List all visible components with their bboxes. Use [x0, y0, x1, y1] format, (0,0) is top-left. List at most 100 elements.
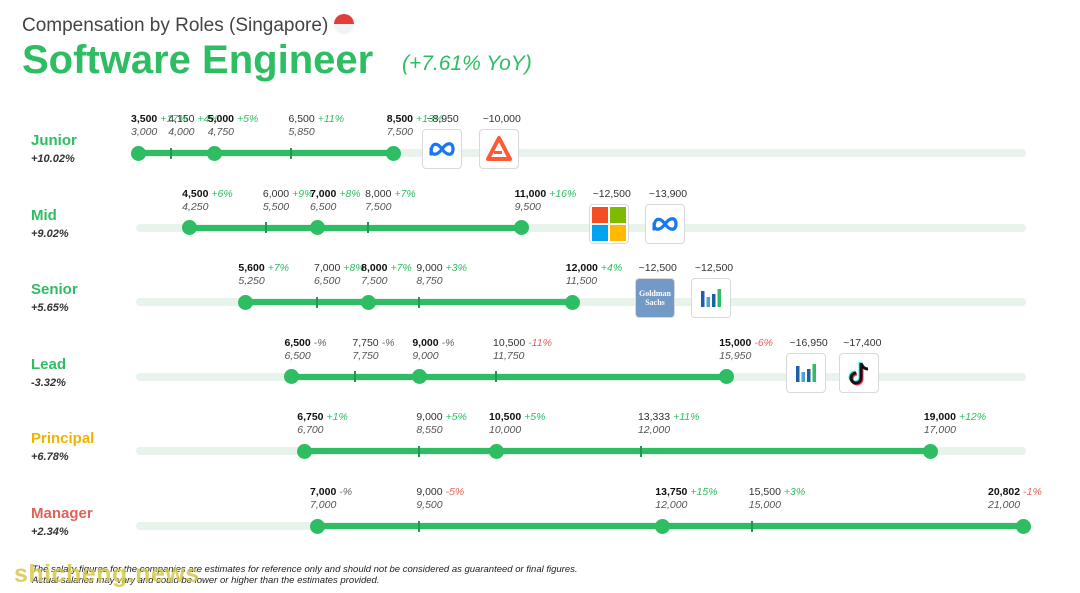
value-label: 15,000 -6% 15,950: [719, 337, 773, 363]
previous-value: 15,950: [719, 349, 752, 362]
range-bar: [304, 448, 931, 455]
tiktok-logo-icon: [839, 352, 880, 393]
data-point: [411, 369, 427, 385]
bars-logo-icon: [690, 278, 731, 319]
previous-value: 4,000: [168, 126, 195, 138]
range-bar: [317, 523, 1023, 529]
data-point: [923, 443, 939, 459]
data-point: [130, 145, 146, 161]
data-tick: [170, 147, 173, 159]
previous-value: 9,000: [412, 349, 439, 362]
change-value: +13%: [416, 113, 444, 125]
current-value: 8,500: [386, 113, 414, 125]
data-point: [654, 518, 670, 534]
change-value: +9%: [292, 187, 314, 200]
value-label: 9,000 +3% 8,750: [416, 262, 467, 288]
current-value: 10,500: [489, 411, 522, 424]
value-label: 11,000 +16% 9,500: [515, 188, 577, 214]
value-label: 4,500 +6% 4,250: [182, 188, 233, 214]
change-value: -%: [441, 336, 455, 349]
value-label: 13,750 +15% 12,000: [655, 486, 717, 512]
previous-value: 7,500: [386, 126, 414, 138]
data-point: [718, 369, 734, 385]
footnote-line-2: Actual salaries may vary and could be lo…: [32, 575, 380, 586]
value-label: 9,000 -5% 9,500: [416, 486, 464, 512]
previous-value: 10,000: [489, 424, 522, 437]
role-change: +10.02%: [31, 153, 75, 165]
current-value: 7,000: [314, 262, 341, 275]
change-value: +3%: [783, 486, 806, 498]
page-title: Software Engineer: [22, 38, 374, 82]
role-name-lead: Lead: [31, 355, 67, 373]
value-label: 8,500 +13% 7,500: [387, 113, 443, 139]
current-value: 4,150: [168, 113, 195, 125]
previous-value: 4,250: [182, 200, 209, 213]
previous-value: 5,850: [288, 126, 315, 138]
current-value: 8,000: [365, 187, 392, 200]
previous-value: 8,550: [416, 424, 443, 437]
current-value: 6,500: [288, 113, 315, 125]
previous-value: 5,250: [238, 275, 265, 288]
track: [136, 223, 1026, 232]
change-value: +16%: [549, 187, 577, 200]
company-estimate: ~12,500: [638, 262, 677, 275]
current-value: 6,500: [284, 336, 311, 349]
triangle-logo-icon: [478, 129, 519, 169]
company-estimate: ~10,000: [482, 113, 521, 125]
role-name-principal: Principal: [31, 430, 95, 448]
value-label: 20,802 -1% 21,000: [988, 486, 1042, 512]
current-value: 12,000: [565, 262, 598, 275]
current-value: 5,000: [207, 113, 234, 125]
current-value: 4,500: [182, 187, 209, 200]
current-value: 9,000: [416, 262, 443, 275]
previous-value: 12,000: [655, 499, 688, 511]
data-point: [296, 443, 312, 459]
change-value: +8%: [343, 262, 365, 275]
role-change: +9.02%: [31, 227, 69, 240]
change-value: +5%: [445, 411, 467, 424]
range-bar: [245, 299, 573, 306]
track: [136, 149, 1026, 157]
meta-logo-icon: [644, 203, 685, 244]
change-value: +11%: [673, 411, 700, 424]
current-value: 6,750: [297, 411, 324, 424]
previous-value: 17,000: [923, 424, 956, 437]
previous-value: 6,500: [314, 275, 341, 288]
company-estimate: ~17,400: [843, 336, 882, 349]
change-value: +5%: [524, 411, 546, 424]
change-value: -6%: [754, 336, 774, 349]
previous-value: 6,500: [284, 349, 311, 362]
current-value: 20,802: [988, 486, 1021, 498]
data-point: [386, 145, 402, 161]
change-value: +8%: [339, 187, 361, 200]
value-label: 10,500 +5% 10,000: [489, 411, 545, 437]
data-tick: [264, 222, 267, 234]
range-bar: [291, 373, 727, 380]
change-value: -5%: [445, 486, 465, 498]
change-value: +4%: [197, 113, 219, 125]
change-value: +7%: [394, 187, 416, 200]
yoy-change: (+7.61% YoY): [402, 52, 532, 75]
data-point: [181, 220, 197, 236]
change-value: +17%: [160, 113, 188, 125]
value-label: 3,500 +17% 3,000: [131, 113, 187, 139]
previous-value: 11,500: [565, 275, 598, 288]
current-value: 15,000: [719, 336, 752, 349]
svg-text:Goldman: Goldman: [639, 289, 672, 298]
value-label: 6,500 +11% 5,850: [288, 113, 344, 139]
company-estimate: ~8,950: [426, 113, 459, 125]
company-estimate: ~16,950: [789, 336, 828, 349]
previous-value: 4,750: [207, 126, 234, 138]
current-value: 8,000: [361, 262, 388, 275]
data-point: [360, 294, 376, 310]
data-tick: [639, 445, 642, 457]
role-name-junior: Junior: [31, 132, 77, 149]
previous-value: 7,500: [365, 200, 392, 213]
current-value: 3,500: [131, 113, 158, 125]
watermark: shicheng.news: [14, 560, 200, 588]
meta-logo-icon: [422, 129, 463, 169]
change-value: -%: [339, 486, 353, 498]
change-value: +7%: [390, 262, 412, 275]
current-value: 13,750: [655, 486, 688, 498]
previous-value: 11,750: [493, 349, 525, 362]
